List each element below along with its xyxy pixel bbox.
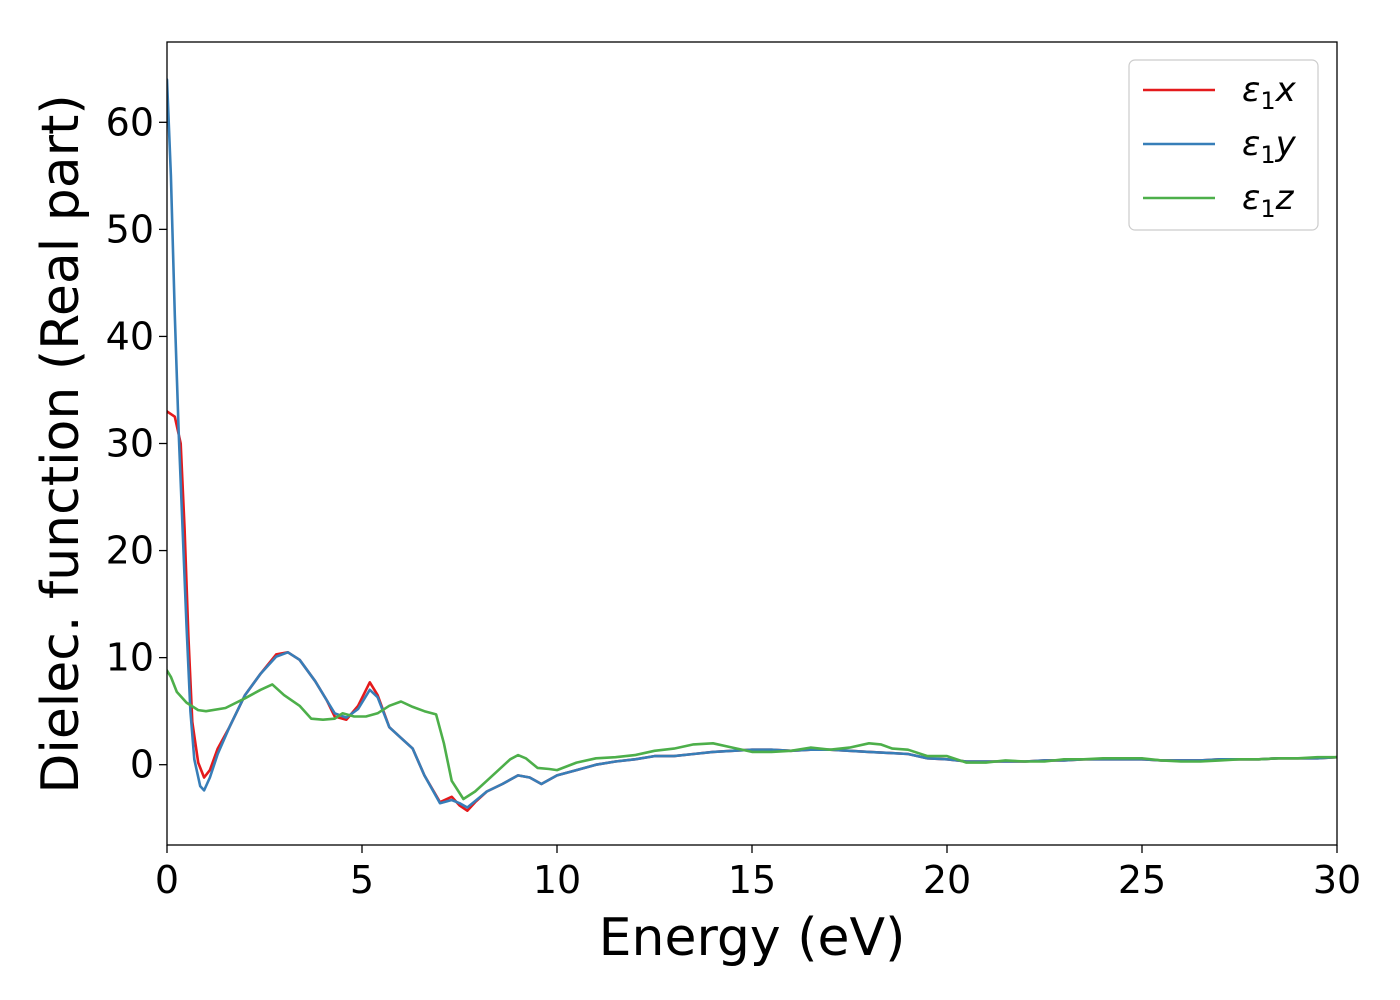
y-tick-label: 0 <box>130 743 154 787</box>
legend-box <box>1128 59 1319 231</box>
x-tick-label: 30 <box>1313 858 1361 902</box>
x-axis-label: Energy (eV) <box>599 908 906 968</box>
y-tick-label: 50 <box>106 207 154 251</box>
x-tick-label: 5 <box>350 858 374 902</box>
x-tick-label: 25 <box>1118 858 1166 902</box>
legend-label-x: ε1x <box>1242 70 1297 115</box>
legend-label-y: ε1y <box>1242 124 1297 169</box>
x-tick-label: 0 <box>155 858 179 902</box>
series-layer <box>167 78 1337 812</box>
series-line-z <box>167 669 1337 801</box>
y-tick-label: 10 <box>106 636 154 680</box>
y-axis-ticks: 0 10 20 30 40 50 60 <box>106 100 167 787</box>
y-tick-label: 40 <box>106 314 154 358</box>
legend: ε1x ε1y ε1z <box>1128 59 1319 231</box>
y-tick-label: 60 <box>106 100 154 144</box>
x-tick-label: 20 <box>923 858 971 902</box>
x-axis-ticks: 0 5 10 15 20 25 30 <box>155 845 1361 902</box>
y-tick-label: 30 <box>106 422 154 466</box>
legend-label-z: ε1z <box>1242 178 1295 223</box>
y-tick-label: 20 <box>106 529 154 573</box>
x-tick-label: 10 <box>533 858 581 902</box>
y-axis-label: Dielec. function (Real part) <box>31 94 91 793</box>
x-tick-label: 15 <box>728 858 776 902</box>
